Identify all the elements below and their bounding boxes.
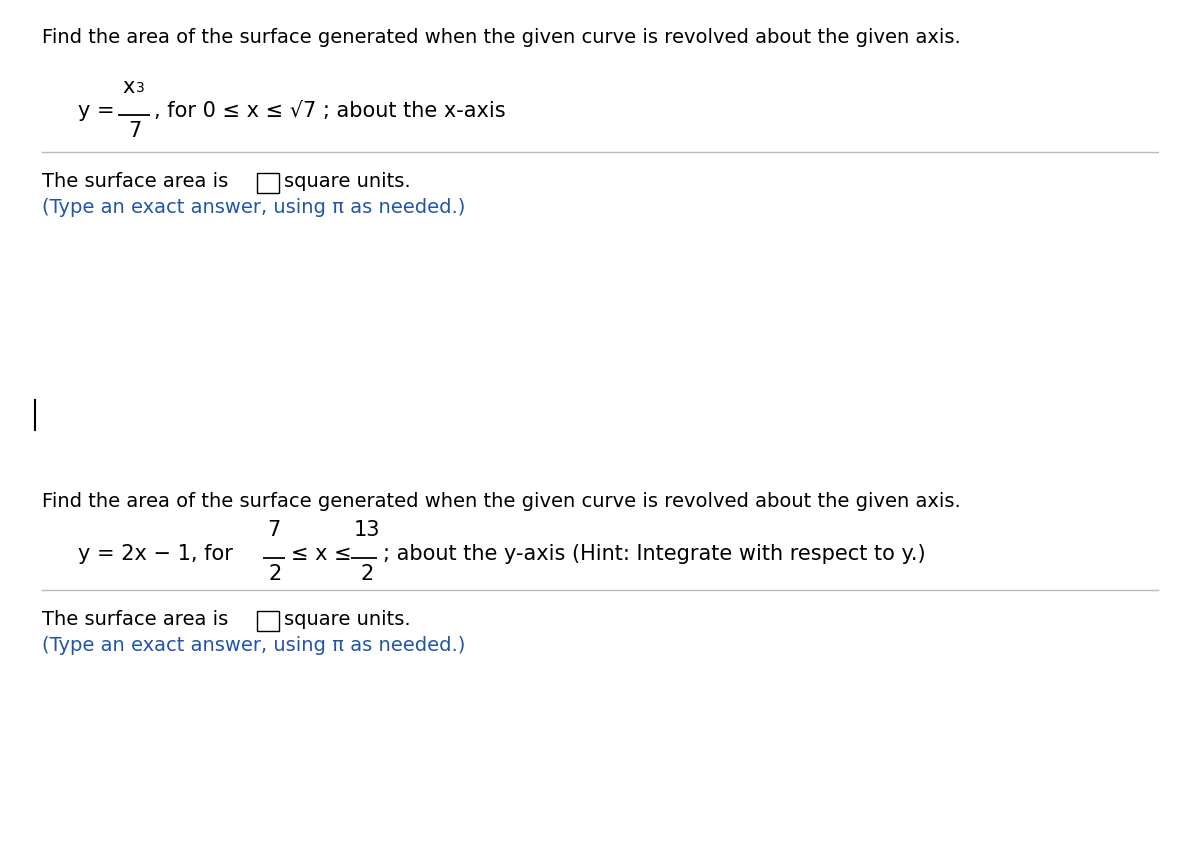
Bar: [257, 611, 278, 631]
Text: 2: 2: [269, 564, 282, 584]
Text: y = 2x − 1, for: y = 2x − 1, for: [78, 544, 240, 564]
Text: , for 0 ≤ x ≤ √7 ; about the x-axis: , for 0 ≤ x ≤ √7 ; about the x-axis: [154, 101, 505, 121]
Text: The surface area is: The surface area is: [42, 610, 228, 629]
Text: (Type an exact answer, using π as needed.): (Type an exact answer, using π as needed…: [42, 636, 466, 655]
Text: (Type an exact answer, using π as needed.): (Type an exact answer, using π as needed…: [42, 198, 466, 217]
Text: 7: 7: [128, 121, 142, 141]
Text: The surface area is: The surface area is: [42, 172, 228, 191]
Text: square units.: square units.: [284, 610, 410, 629]
Text: 2: 2: [360, 564, 373, 584]
Text: 3: 3: [136, 81, 145, 95]
Text: 7: 7: [266, 520, 281, 540]
Text: 13: 13: [354, 520, 380, 540]
Text: ; about the y-axis (Hint: Integrate with respect to y.): ; about the y-axis (Hint: Integrate with…: [383, 544, 925, 564]
Text: y =: y =: [78, 101, 115, 121]
Text: x: x: [122, 77, 134, 97]
Text: Find the area of the surface generated when the given curve is revolved about th: Find the area of the surface generated w…: [42, 28, 961, 47]
Text: ≤ x ≤: ≤ x ≤: [292, 544, 352, 564]
Bar: [257, 173, 278, 193]
Text: Find the area of the surface generated when the given curve is revolved about th: Find the area of the surface generated w…: [42, 492, 961, 511]
Text: square units.: square units.: [284, 172, 410, 191]
